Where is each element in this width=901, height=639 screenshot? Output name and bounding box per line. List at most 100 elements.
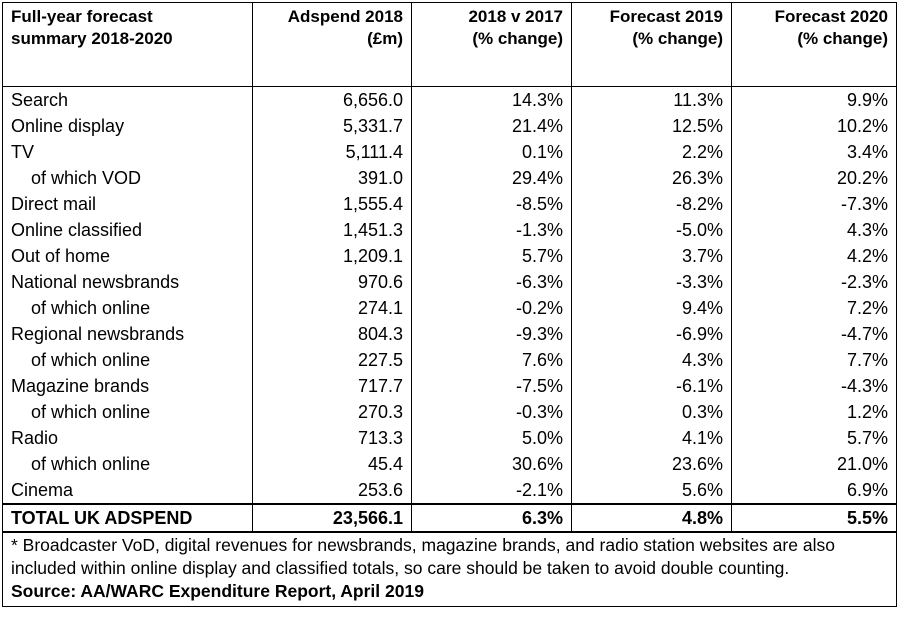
table-row: Magazine brands 717.7 -7.5% -6.1% -4.3% [2, 373, 897, 399]
row-label: Regional newsbrands [2, 321, 253, 347]
header-adspend-line2: (£m) [367, 29, 403, 48]
row-forecast-2019: -8.2% [571, 191, 732, 217]
total-adspend: 23,566.1 [252, 503, 412, 533]
row-adspend: 253.6 [252, 477, 412, 504]
header-adspend-cell: Adspend 2018 (£m) [252, 2, 412, 87]
row-adspend: 717.7 [252, 373, 412, 399]
row-forecast-2019: 4.3% [571, 347, 732, 373]
total-row: TOTAL UK ADSPEND 23,566.1 6.3% 4.8% 5.5% [2, 503, 897, 533]
row-forecast-2020: 4.2% [731, 243, 897, 269]
row-forecast-2020: -2.3% [731, 269, 897, 295]
row-label: TV [2, 139, 253, 165]
footnote-cell: * Broadcaster VoD, digital revenues for … [2, 531, 897, 607]
row-label: of which VOD [2, 165, 253, 191]
row-adspend: 804.3 [252, 321, 412, 347]
row-forecast-2019: -5.0% [571, 217, 732, 243]
row-adspend: 713.3 [252, 425, 412, 451]
row-adspend: 5,111.4 [252, 139, 412, 165]
header-forecast2020-cell: Forecast 2020 (% change) [731, 2, 897, 87]
row-forecast-2020: 21.0% [731, 451, 897, 477]
row-change-2018: -0.2% [411, 295, 572, 321]
row-adspend: 5,331.7 [252, 113, 412, 139]
row-forecast-2020: 3.4% [731, 139, 897, 165]
header-change-line2: (% change) [472, 29, 563, 48]
row-forecast-2020: 10.2% [731, 113, 897, 139]
row-label: Online classified [2, 217, 253, 243]
row-label: of which online [2, 451, 253, 477]
row-change-2018: 30.6% [411, 451, 572, 477]
row-change-2018: -6.3% [411, 269, 572, 295]
row-forecast-2019: 26.3% [571, 165, 732, 191]
row-forecast-2019: 12.5% [571, 113, 732, 139]
row-forecast-2019: 5.6% [571, 477, 732, 504]
row-adspend: 227.5 [252, 347, 412, 373]
row-label: Out of home [2, 243, 253, 269]
header-label-line2: summary 2018-2020 [11, 29, 173, 48]
forecast-table-container: Full-year forecast summary 2018-2020 Ads… [2, 2, 897, 607]
table-row: Online display 5,331.7 21.4% 12.5% 10.2% [2, 113, 897, 139]
row-forecast-2020: 9.9% [731, 86, 897, 113]
row-adspend: 270.3 [252, 399, 412, 425]
row-label: of which online [2, 399, 253, 425]
row-forecast-2020: -4.3% [731, 373, 897, 399]
row-change-2018: 0.1% [411, 139, 572, 165]
header-change-cell: 2018 v 2017 (% change) [411, 2, 572, 87]
forecast-table: Full-year forecast summary 2018-2020 Ads… [2, 2, 897, 607]
row-forecast-2020: -7.3% [731, 191, 897, 217]
table-row: of which online 270.3 -0.3% 0.3% 1.2% [2, 399, 897, 425]
row-forecast-2020: 20.2% [731, 165, 897, 191]
footnote-text: * Broadcaster VoD, digital revenues for … [11, 535, 835, 578]
row-forecast-2020: 5.7% [731, 425, 897, 451]
row-forecast-2019: -6.1% [571, 373, 732, 399]
row-label: Search [2, 86, 253, 113]
total-change-2018: 6.3% [411, 503, 572, 533]
row-change-2018: -0.3% [411, 399, 572, 425]
table-row: Online classified 1,451.3 -1.3% -5.0% 4.… [2, 217, 897, 243]
total-label: TOTAL UK ADSPEND [2, 503, 253, 533]
table-row: Regional newsbrands 804.3 -9.3% -6.9% -4… [2, 321, 897, 347]
row-forecast-2020: 1.2% [731, 399, 897, 425]
table-row: National newsbrands 970.6 -6.3% -3.3% -2… [2, 269, 897, 295]
header-label-line1: Full-year forecast [11, 7, 153, 26]
header-forecast2019-line2: (% change) [632, 29, 723, 48]
total-forecast-2019: 4.8% [571, 503, 732, 533]
row-change-2018: -1.3% [411, 217, 572, 243]
row-change-2018: 5.7% [411, 243, 572, 269]
table-row: of which online 274.1 -0.2% 9.4% 7.2% [2, 295, 897, 321]
row-adspend: 6,656.0 [252, 86, 412, 113]
total-forecast-2020: 5.5% [731, 503, 897, 533]
row-forecast-2019: -3.3% [571, 269, 732, 295]
row-adspend: 391.0 [252, 165, 412, 191]
row-forecast-2020: 7.7% [731, 347, 897, 373]
row-forecast-2020: 7.2% [731, 295, 897, 321]
row-forecast-2020: 4.3% [731, 217, 897, 243]
header-label-cell: Full-year forecast summary 2018-2020 [2, 2, 253, 87]
row-label: of which online [2, 347, 253, 373]
source-text: Source: AA/WARC Expenditure Report, Apri… [11, 581, 424, 601]
table-row: Direct mail 1,555.4 -8.5% -8.2% -7.3% [2, 191, 897, 217]
header-forecast2019-line1: Forecast 2019 [609, 7, 723, 26]
row-forecast-2019: 0.3% [571, 399, 732, 425]
table-row: Radio 713.3 5.0% 4.1% 5.7% [2, 425, 897, 451]
row-adspend: 970.6 [252, 269, 412, 295]
header-forecast2020-line1: Forecast 2020 [774, 7, 888, 26]
row-adspend: 274.1 [252, 295, 412, 321]
row-label: Radio [2, 425, 253, 451]
table-row: Search 6,656.0 14.3% 11.3% 9.9% [2, 86, 897, 113]
row-label: Online display [2, 113, 253, 139]
table-row: Cinema 253.6 -2.1% 5.6% 6.9% [2, 477, 897, 504]
header-row: Full-year forecast summary 2018-2020 Ads… [2, 2, 897, 87]
row-change-2018: 29.4% [411, 165, 572, 191]
table-row: Out of home 1,209.1 5.7% 3.7% 4.2% [2, 243, 897, 269]
row-forecast-2019: 11.3% [571, 86, 732, 113]
row-forecast-2019: 23.6% [571, 451, 732, 477]
table-row: of which online 45.4 30.6% 23.6% 21.0% [2, 451, 897, 477]
row-forecast-2019: 2.2% [571, 139, 732, 165]
row-adspend: 1,451.3 [252, 217, 412, 243]
row-label: National newsbrands [2, 269, 253, 295]
row-adspend: 45.4 [252, 451, 412, 477]
row-label: Direct mail [2, 191, 253, 217]
row-forecast-2019: 3.7% [571, 243, 732, 269]
table-row: of which VOD 391.0 29.4% 26.3% 20.2% [2, 165, 897, 191]
header-forecast2020-line2: (% change) [797, 29, 888, 48]
